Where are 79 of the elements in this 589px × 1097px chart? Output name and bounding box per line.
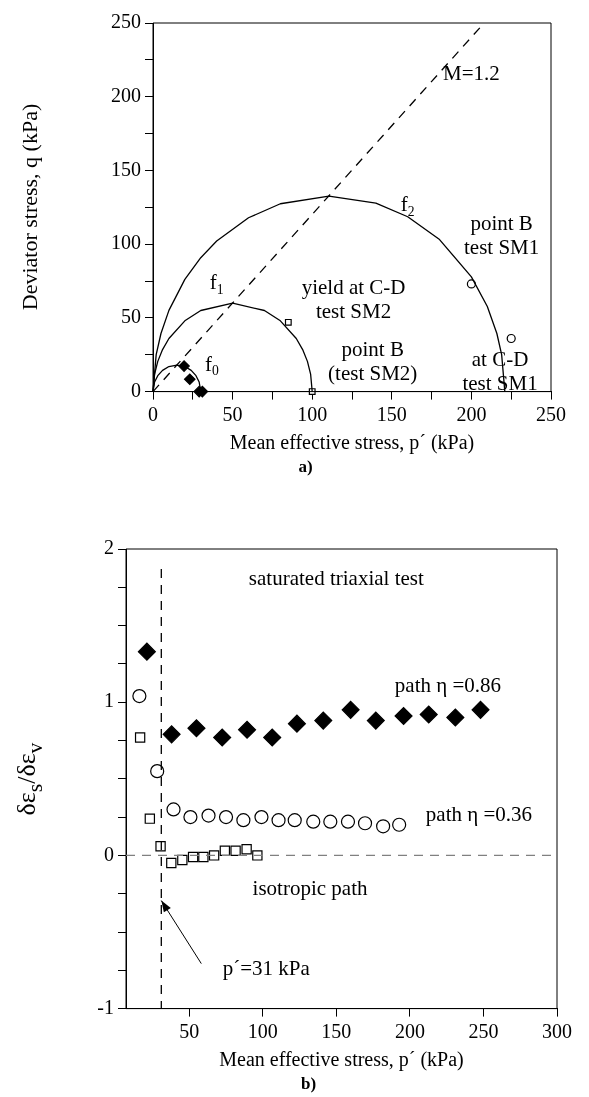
point <box>183 810 198 825</box>
y-tick-label: 250 <box>111 10 141 33</box>
y-tick-label: 1 <box>104 689 114 712</box>
point <box>366 711 385 730</box>
point <box>183 373 196 386</box>
point <box>213 728 232 747</box>
ref-line-label: p´=31 kPa <box>222 956 311 981</box>
x-tick-label: 50 <box>222 402 243 425</box>
point <box>236 813 251 828</box>
point <box>218 810 234 825</box>
point <box>323 814 338 829</box>
x-tick-label: 300 <box>542 1019 572 1042</box>
point <box>341 700 360 719</box>
point <box>137 642 156 661</box>
x-tick-label: 50 <box>179 1019 200 1042</box>
x-axis-title: Mean effective stress, p´ (kPa) <box>229 430 475 454</box>
point <box>134 732 146 743</box>
y-tick-label: 200 <box>111 83 141 106</box>
y-tick-label: 2 <box>104 536 114 559</box>
y-axis-title: Deviator stress, q (kPa) <box>17 104 43 311</box>
point <box>271 813 286 828</box>
annotation: point B test SM1 <box>464 211 540 260</box>
point <box>162 725 181 744</box>
point <box>178 360 190 372</box>
point <box>263 728 282 747</box>
point <box>187 719 206 738</box>
x-tick-label: 200 <box>394 1019 425 1042</box>
point <box>238 720 257 739</box>
x-tick-label: 250 <box>536 402 566 425</box>
point <box>506 333 516 344</box>
x-tick-label: 0 <box>148 402 158 425</box>
point <box>471 700 490 719</box>
point <box>150 764 165 779</box>
y-tick-label: 50 <box>121 305 141 328</box>
point <box>394 706 413 726</box>
point <box>166 857 177 869</box>
point <box>208 850 220 861</box>
point <box>166 802 181 817</box>
y-tick-label: 100 <box>111 231 141 254</box>
point <box>177 854 188 866</box>
point <box>252 850 263 861</box>
y-tick-label: 150 <box>111 157 141 180</box>
x-axis-title: Mean effective stress, p´ (kPa) <box>219 1047 464 1071</box>
point <box>392 817 407 832</box>
text: a) <box>298 457 313 477</box>
point <box>340 814 356 829</box>
point <box>419 705 438 724</box>
annotation: path η =0.36 <box>425 802 533 827</box>
point <box>254 810 269 825</box>
point <box>230 845 241 856</box>
annotation: path η =0.86 <box>394 673 502 698</box>
point <box>241 844 252 855</box>
point <box>284 318 292 326</box>
annotation: isotropic path <box>252 875 368 900</box>
x-tick-label: 100 <box>297 402 328 425</box>
y-tick-label: -1 <box>97 995 114 1018</box>
point <box>357 816 373 831</box>
annotation: saturated triaxial test <box>248 566 424 591</box>
point <box>314 711 333 730</box>
x-tick-label: 150 <box>376 402 407 425</box>
point <box>144 813 156 824</box>
x-tick-label: 150 <box>321 1019 352 1042</box>
point <box>446 708 465 727</box>
x-tick-label: 200 <box>456 402 487 425</box>
x-tick-label: 250 <box>468 1019 499 1042</box>
text: b) <box>300 1074 317 1094</box>
annotation: M=1.2 <box>443 61 500 86</box>
annotation: yield at C-D test SM2 <box>301 274 406 323</box>
annotation: point B (test SM2) <box>328 336 418 385</box>
point <box>201 808 216 823</box>
point <box>287 813 302 828</box>
point <box>287 714 306 733</box>
point <box>132 688 147 704</box>
point <box>376 819 391 834</box>
point <box>198 851 209 863</box>
y-tick-label: 0 <box>131 378 141 401</box>
y-tick-label: 0 <box>104 842 114 865</box>
x-tick-label: 100 <box>247 1019 278 1042</box>
point <box>306 814 321 829</box>
